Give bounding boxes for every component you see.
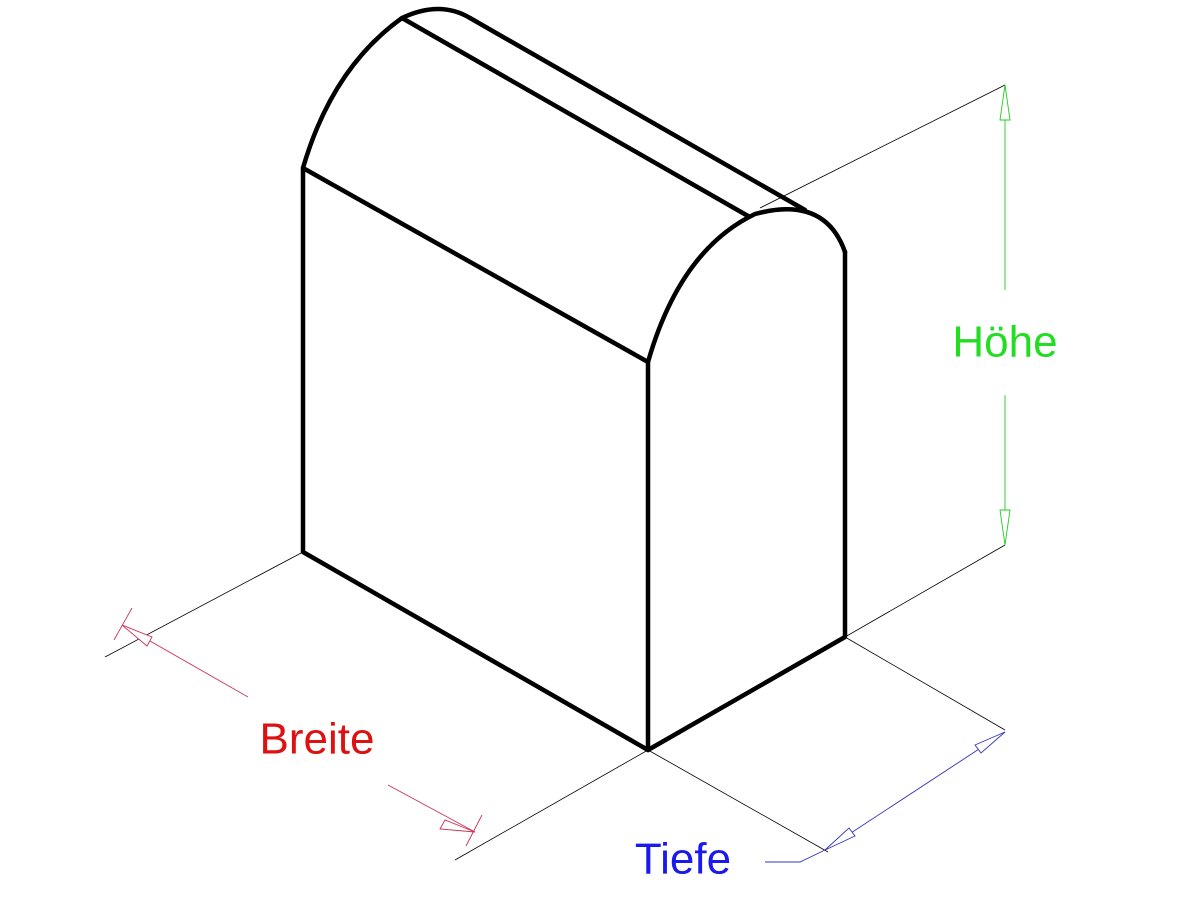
height-dimension [999, 84, 1011, 546]
extension-lines [104, 84, 1006, 861]
depth-label: Tiefe [635, 835, 731, 884]
arrow [999, 84, 1011, 121]
arrow [439, 819, 476, 833]
extension-line [454, 749, 649, 861]
block [300, 6, 848, 753]
extension-line [104, 551, 304, 658]
dimension-line [824, 731, 1006, 851]
back-arc [300, 6, 473, 171]
dimension-line [387, 784, 476, 833]
extension-line [759, 84, 1006, 209]
front-face [300, 165, 651, 753]
roof-edge [399, 15, 751, 219]
side-face [645, 249, 848, 753]
width-dimension [113, 607, 483, 847]
width-label: Breite [260, 715, 375, 764]
extension-line [844, 544, 1006, 638]
arrow [974, 731, 1006, 754]
tick [113, 607, 133, 641]
arrow [824, 827, 856, 851]
extension-line [844, 636, 1006, 731]
depth-dimension [765, 731, 1006, 863]
front-arc [645, 207, 848, 365]
arrow [999, 509, 1011, 546]
height-label: Höhe [952, 318, 1057, 367]
leader [765, 849, 826, 863]
tick [465, 814, 483, 847]
extension-line [647, 749, 829, 853]
roof-edge [467, 15, 808, 213]
arrow [121, 624, 153, 647]
